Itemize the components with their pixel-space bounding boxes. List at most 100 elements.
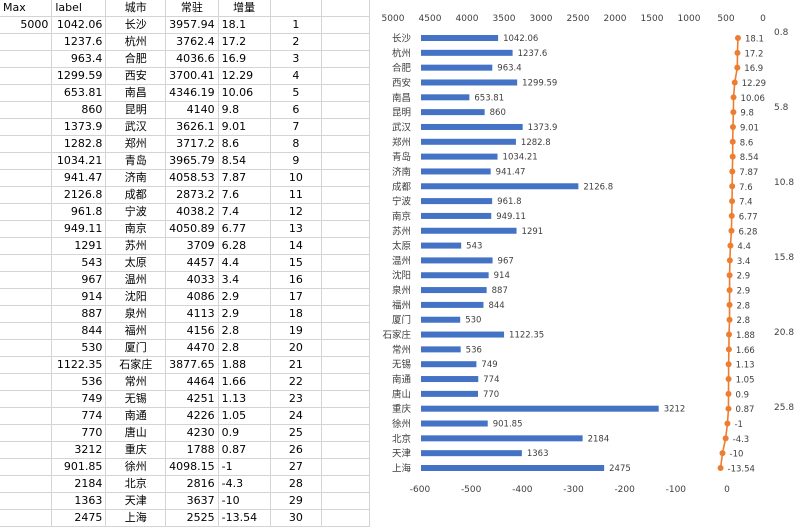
city-cell[interactable]: 厦门 xyxy=(105,339,167,357)
max-cell[interactable] xyxy=(0,101,53,119)
city-cell[interactable]: 青岛 xyxy=(105,152,167,170)
city-cell[interactable]: 温州 xyxy=(105,271,167,289)
city-cell[interactable]: 福州 xyxy=(105,322,167,340)
pop-cell[interactable]: 1788 xyxy=(165,441,219,459)
inc-cell[interactable]: 18.1 xyxy=(218,16,271,34)
city-cell[interactable]: 泉州 xyxy=(105,305,167,323)
max-cell[interactable] xyxy=(0,152,53,170)
max-cell[interactable] xyxy=(0,33,53,51)
max-cell[interactable] xyxy=(0,271,53,289)
header-cell[interactable]: 城市 xyxy=(105,0,167,17)
inc-cell[interactable]: 16.9 xyxy=(218,50,271,68)
empty-cell[interactable] xyxy=(321,254,370,272)
empty-cell[interactable] xyxy=(321,424,370,442)
city-cell[interactable]: 宁波 xyxy=(105,203,167,221)
label-cell[interactable]: 1299.59 xyxy=(51,67,107,85)
max-cell[interactable] xyxy=(0,407,53,425)
max-cell[interactable] xyxy=(0,220,53,238)
max-cell[interactable] xyxy=(0,509,53,527)
header-cell[interactable] xyxy=(321,0,370,17)
inc-cell[interactable]: 9.01 xyxy=(218,118,271,136)
max-cell[interactable] xyxy=(0,390,53,408)
inc-cell[interactable]: 3.4 xyxy=(218,271,271,289)
pop-cell[interactable]: 3965.79 xyxy=(165,152,219,170)
empty-cell[interactable] xyxy=(321,220,370,238)
rank-cell[interactable]: 25 xyxy=(270,424,323,442)
max-cell[interactable] xyxy=(0,492,53,510)
empty-cell[interactable] xyxy=(321,67,370,85)
city-cell[interactable]: 长沙 xyxy=(105,16,167,34)
empty-cell[interactable] xyxy=(321,84,370,102)
rank-cell[interactable]: 14 xyxy=(270,237,323,255)
inc-cell[interactable]: 7.4 xyxy=(218,203,271,221)
city-cell[interactable]: 成都 xyxy=(105,186,167,204)
header-cell[interactable]: Max xyxy=(0,0,53,17)
city-cell[interactable]: 济南 xyxy=(105,169,167,187)
inc-cell[interactable]: 6.77 xyxy=(218,220,271,238)
label-cell[interactable]: 770 xyxy=(51,424,107,442)
pop-cell[interactable]: 4226 xyxy=(165,407,219,425)
pop-cell[interactable]: 4050.89 xyxy=(165,220,219,238)
rank-cell[interactable]: 1 xyxy=(270,16,323,34)
inc-cell[interactable]: 12.29 xyxy=(218,67,271,85)
label-cell[interactable]: 1373.9 xyxy=(51,118,107,136)
inc-cell[interactable]: -4.3 xyxy=(218,475,271,493)
empty-cell[interactable] xyxy=(321,407,370,425)
rank-cell[interactable]: 23 xyxy=(270,390,323,408)
inc-cell[interactable]: 10.06 xyxy=(218,84,271,102)
empty-cell[interactable] xyxy=(321,16,370,34)
pop-cell[interactable]: 4464 xyxy=(165,373,219,391)
city-cell[interactable]: 郑州 xyxy=(105,135,167,153)
label-cell[interactable]: 887 xyxy=(51,305,107,323)
rank-cell[interactable]: 22 xyxy=(270,373,323,391)
rank-cell[interactable]: 13 xyxy=(270,220,323,238)
pop-cell[interactable]: 3626.1 xyxy=(165,118,219,136)
empty-cell[interactable] xyxy=(321,509,370,527)
empty-cell[interactable] xyxy=(321,118,370,136)
label-cell[interactable]: 774 xyxy=(51,407,107,425)
empty-cell[interactable] xyxy=(321,322,370,340)
rank-cell[interactable]: 6 xyxy=(270,101,323,119)
pop-cell[interactable]: 4033 xyxy=(165,271,219,289)
inc-cell[interactable]: -13.54 xyxy=(218,509,271,527)
pop-cell[interactable]: 2525 xyxy=(165,509,219,527)
rank-cell[interactable]: 28 xyxy=(270,475,323,493)
rank-cell[interactable]: 26 xyxy=(270,441,323,459)
max-cell[interactable]: 5000 xyxy=(0,16,53,34)
rank-cell[interactable]: 18 xyxy=(270,305,323,323)
pop-cell[interactable]: 3709 xyxy=(165,237,219,255)
empty-cell[interactable] xyxy=(321,186,370,204)
rank-cell[interactable]: 19 xyxy=(270,322,323,340)
label-cell[interactable]: 1282.8 xyxy=(51,135,107,153)
pop-cell[interactable]: 4230 xyxy=(165,424,219,442)
pop-cell[interactable]: 4038.2 xyxy=(165,203,219,221)
max-cell[interactable] xyxy=(0,135,53,153)
inc-cell[interactable]: 7.87 xyxy=(218,169,271,187)
header-cell[interactable]: 增量 xyxy=(218,0,271,17)
empty-cell[interactable] xyxy=(321,441,370,459)
city-cell[interactable]: 合肥 xyxy=(105,50,167,68)
label-cell[interactable]: 949.11 xyxy=(51,220,107,238)
max-cell[interactable] xyxy=(0,186,53,204)
inc-cell[interactable]: 0.9 xyxy=(218,424,271,442)
pop-cell[interactable]: 4457 xyxy=(165,254,219,272)
rank-cell[interactable]: 7 xyxy=(270,118,323,136)
label-cell[interactable]: 967 xyxy=(51,271,107,289)
empty-cell[interactable] xyxy=(321,356,370,374)
rank-cell[interactable]: 10 xyxy=(270,169,323,187)
empty-cell[interactable] xyxy=(321,203,370,221)
city-cell[interactable]: 天津 xyxy=(105,492,167,510)
rank-cell[interactable]: 8 xyxy=(270,135,323,153)
max-cell[interactable] xyxy=(0,458,53,476)
header-cell[interactable] xyxy=(270,0,323,17)
pop-cell[interactable]: 3957.94 xyxy=(165,16,219,34)
max-cell[interactable] xyxy=(0,84,53,102)
max-cell[interactable] xyxy=(0,288,53,306)
label-cell[interactable]: 2126.8 xyxy=(51,186,107,204)
empty-cell[interactable] xyxy=(321,271,370,289)
label-cell[interactable]: 844 xyxy=(51,322,107,340)
empty-cell[interactable] xyxy=(321,135,370,153)
city-cell[interactable]: 南昌 xyxy=(105,84,167,102)
pop-cell[interactable]: 2873.2 xyxy=(165,186,219,204)
city-cell[interactable]: 唐山 xyxy=(105,424,167,442)
